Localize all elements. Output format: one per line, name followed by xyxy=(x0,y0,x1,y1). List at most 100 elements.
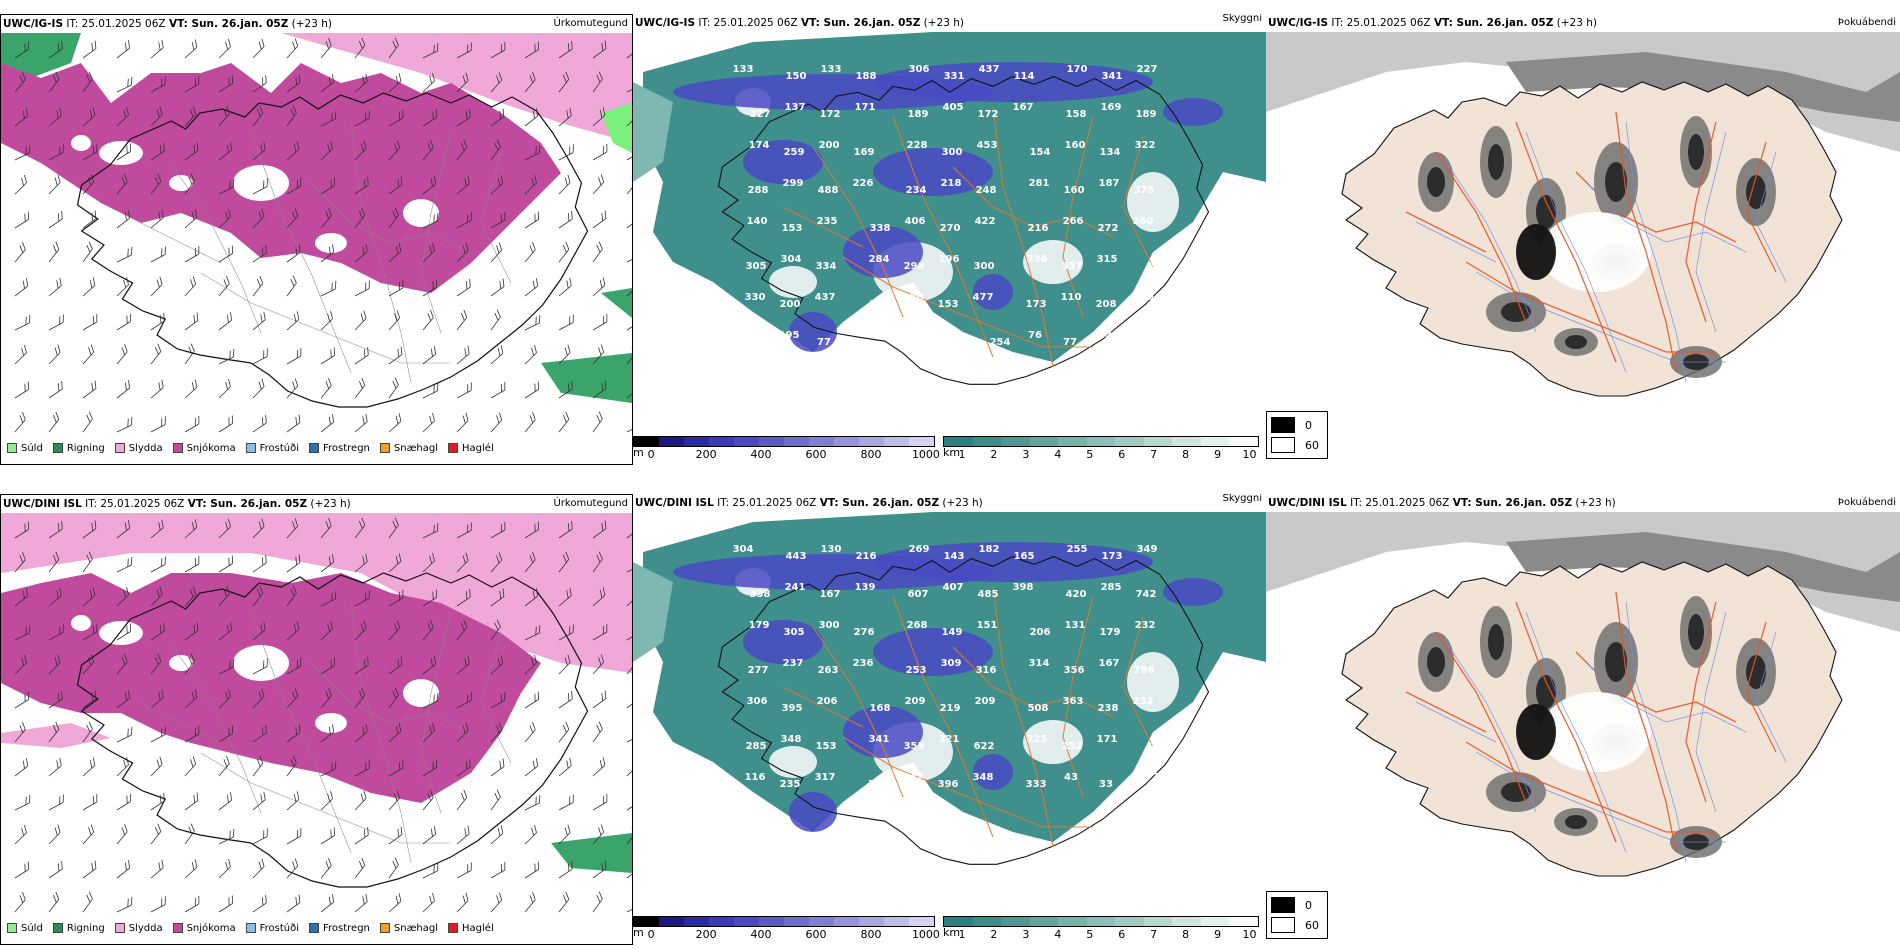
precip-type-map[interactable] xyxy=(1,513,632,923)
colorbar-swatch xyxy=(1058,437,1087,446)
wind-barb xyxy=(524,211,539,229)
wind-barb xyxy=(592,411,603,433)
wind-barb xyxy=(150,622,165,641)
legend-swatch xyxy=(245,923,256,933)
cloud-base-label: 170 xyxy=(1067,64,1088,75)
fog-index-map[interactable] xyxy=(1266,512,1900,912)
wind-barb xyxy=(592,793,608,811)
wind-barb xyxy=(354,857,366,879)
wind-barb xyxy=(48,824,61,845)
wind-barb xyxy=(456,382,472,399)
cloud-base-label: 236 xyxy=(853,658,874,669)
colorbar-swatch xyxy=(1172,437,1201,446)
wind-barb xyxy=(456,522,472,539)
legend-swatch xyxy=(448,923,459,933)
wind-barb xyxy=(320,177,335,195)
wind-barb xyxy=(14,654,27,675)
wind-barb xyxy=(422,862,439,879)
wind-barb xyxy=(48,314,64,331)
cloud-base-label: 154 xyxy=(1030,147,1051,158)
fog-key-swatch xyxy=(1271,417,1295,433)
rain-area xyxy=(601,288,632,318)
wind-barb xyxy=(286,177,302,195)
wind-barb xyxy=(524,722,536,743)
wind-barb xyxy=(14,278,29,297)
road-line xyxy=(420,612,452,814)
road-line xyxy=(1615,111,1677,373)
cloud-base-swatches xyxy=(633,916,935,927)
cloud-base-label: 77 xyxy=(817,337,831,348)
visibility-map[interactable]: 304 443 130 216 269 143 182 165 255 173 349 338 241 1… xyxy=(633,512,1266,912)
road-line xyxy=(1625,121,1687,383)
wind-barb xyxy=(48,654,61,675)
cloud-base-label: 380 xyxy=(1150,261,1171,272)
wind-barb xyxy=(14,108,29,127)
wind-barb xyxy=(524,41,539,59)
wind-barb xyxy=(252,858,265,879)
cloud-base-label: 248 xyxy=(976,185,997,196)
colorbar-tick: 7 xyxy=(1150,448,1158,461)
road-line xyxy=(1122,616,1154,748)
wind-barb xyxy=(422,759,437,777)
fog-key-label: 0 xyxy=(1305,418,1312,432)
colorbar-swatch xyxy=(709,437,734,446)
wind-barb xyxy=(320,208,332,229)
wind-barb xyxy=(456,588,471,607)
wind-barb xyxy=(592,313,608,331)
cloud-base-label: 395 xyxy=(782,703,803,714)
wind-barb xyxy=(252,791,266,811)
wind-barb xyxy=(456,892,469,913)
wind-barb xyxy=(524,314,541,331)
cloud-base-label: 196 xyxy=(939,254,960,265)
road-line xyxy=(812,626,904,798)
wind-barb xyxy=(592,241,603,263)
wind-barb xyxy=(184,689,198,709)
wind-barb xyxy=(456,412,469,433)
wind-barb xyxy=(286,554,301,573)
wind-barb xyxy=(558,891,570,913)
wind-barb xyxy=(320,858,332,879)
colorbar-swatch xyxy=(909,437,934,446)
wind-barb xyxy=(14,861,29,879)
field-patch xyxy=(843,226,923,278)
cloud-base-label: 315 xyxy=(1097,254,1118,265)
road-line xyxy=(1062,596,1094,798)
cloud-base-label: 150 xyxy=(903,292,924,303)
colorbar-swatch xyxy=(1200,437,1230,446)
legend-label: Frostregn xyxy=(323,922,370,934)
wind-barb xyxy=(320,414,335,433)
cloud-base-label: 325 xyxy=(1027,734,1048,745)
precip-type-map[interactable] xyxy=(1,33,632,443)
road-line xyxy=(1685,121,1717,323)
wind-barb xyxy=(218,348,235,365)
wind-barb xyxy=(558,624,574,641)
fog-index-map[interactable] xyxy=(1266,32,1900,432)
field-patch xyxy=(99,141,143,165)
road-line xyxy=(1465,261,1716,353)
wind-barb xyxy=(14,794,31,811)
wind-barb xyxy=(184,209,198,229)
wind-barb xyxy=(218,378,231,399)
wind-barb xyxy=(320,38,332,59)
wind-barb xyxy=(150,173,162,195)
legend-label: Rigning xyxy=(66,922,105,934)
wind-barb xyxy=(524,521,539,539)
cloud-base-label: 306 xyxy=(909,64,930,75)
issue-time: IT: 25.01.2025 06Z xyxy=(1331,17,1431,29)
visibility-map[interactable]: 133 150 133 188 306 331 437 114 170 341 227 227 137 1… xyxy=(633,32,1266,432)
wind-barb xyxy=(388,377,399,399)
wind-barb xyxy=(252,585,264,607)
road-line xyxy=(782,206,864,248)
wind-barb xyxy=(116,143,131,161)
colorbar-tick: 8 xyxy=(1182,928,1190,941)
wind-barb xyxy=(456,789,468,811)
wind-barb xyxy=(422,589,437,607)
road-line xyxy=(1755,631,1787,763)
wind-barb xyxy=(354,553,368,573)
cloud-base-label: 93 xyxy=(1151,337,1165,348)
wind-barb xyxy=(456,309,468,331)
cloud-base-label: 33 xyxy=(1099,779,1113,790)
wind-barb xyxy=(116,174,128,195)
wind-barb xyxy=(490,825,504,845)
road-line xyxy=(842,736,1093,828)
